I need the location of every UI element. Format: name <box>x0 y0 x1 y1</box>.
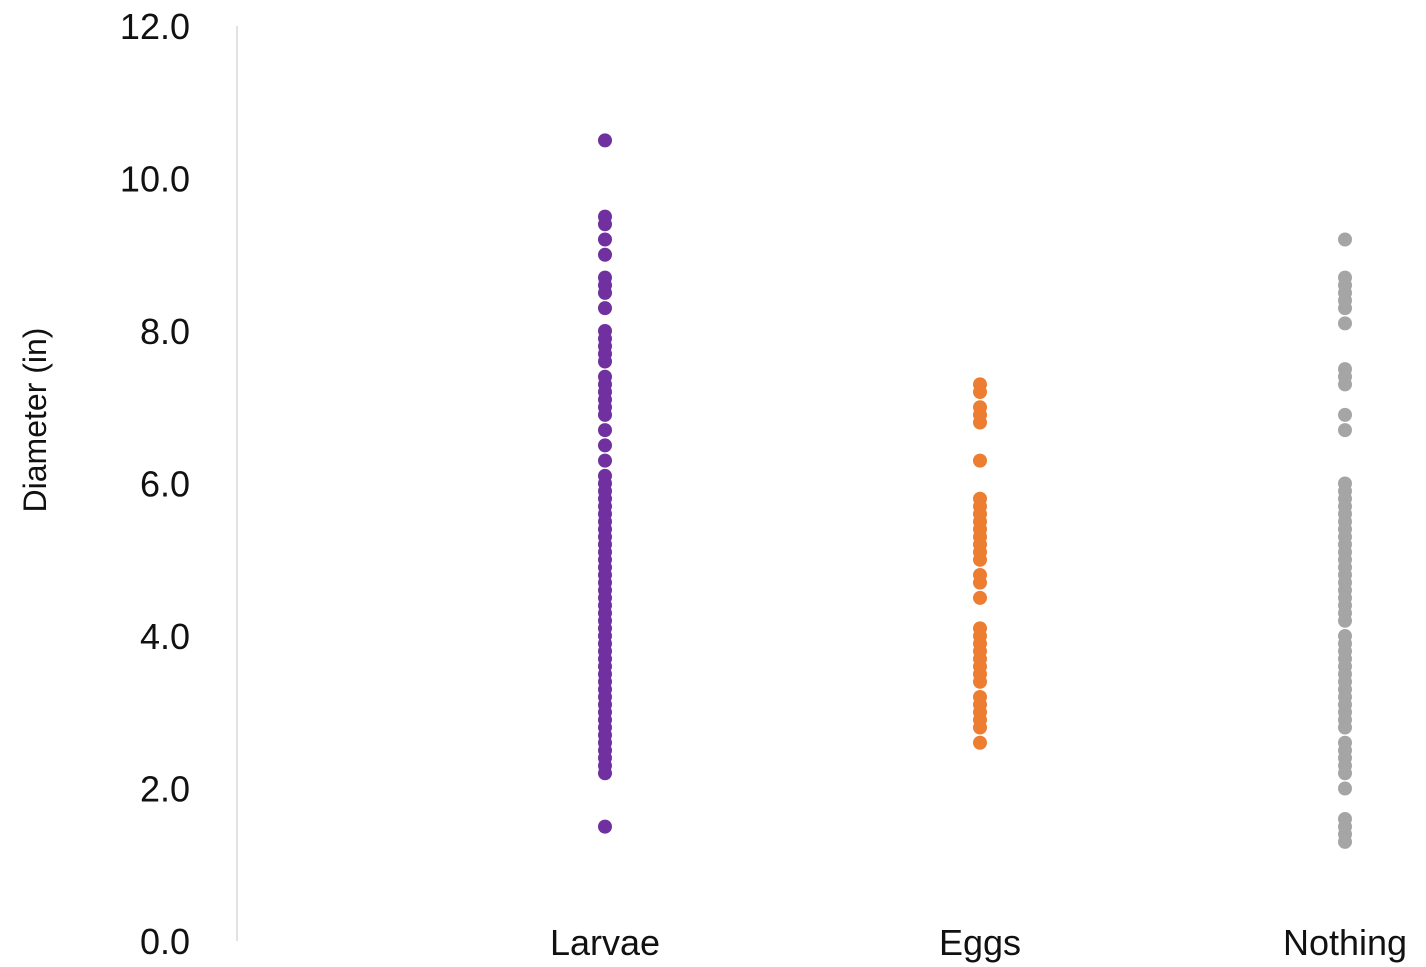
x-category-label: Eggs <box>939 922 1021 963</box>
data-point <box>973 576 987 590</box>
y-tick-label: 12.0 <box>120 6 190 47</box>
data-point <box>1338 316 1352 330</box>
data-point <box>1338 835 1352 849</box>
y-tick-label: 0.0 <box>140 921 190 962</box>
data-point <box>598 217 612 231</box>
data-point <box>1338 766 1352 780</box>
data-point <box>1338 423 1352 437</box>
y-axis-ticks: 0.0 2.0 4.0 6.0 8.0 10.0 12.0 <box>120 6 190 962</box>
x-category-label: Larvae <box>550 922 660 963</box>
y-tick-label: 4.0 <box>140 616 190 657</box>
data-point <box>598 438 612 452</box>
data-point <box>598 355 612 369</box>
data-point <box>973 721 987 735</box>
y-axis-title: Diameter (in) <box>17 328 53 513</box>
data-point <box>598 286 612 300</box>
data-point <box>598 248 612 262</box>
data-point <box>598 301 612 315</box>
x-category-label: Nothing <box>1283 922 1407 963</box>
data-point <box>598 408 612 422</box>
y-tick-label: 8.0 <box>140 311 190 352</box>
data-points <box>598 133 1352 849</box>
data-point <box>598 133 612 147</box>
data-point <box>598 454 612 468</box>
data-point <box>1338 782 1352 796</box>
data-point <box>1338 614 1352 628</box>
y-tick-label: 6.0 <box>140 464 190 505</box>
y-tick-label: 10.0 <box>120 159 190 200</box>
data-point <box>973 591 987 605</box>
y-tick-label: 2.0 <box>140 769 190 810</box>
data-point <box>1338 233 1352 247</box>
data-point <box>973 736 987 750</box>
data-point <box>598 233 612 247</box>
data-point <box>598 820 612 834</box>
data-point <box>973 416 987 430</box>
data-point <box>1338 377 1352 391</box>
data-point <box>598 766 612 780</box>
data-point <box>1338 408 1352 422</box>
data-point <box>973 454 987 468</box>
x-axis-categories: Larvae Eggs Nothing <box>550 922 1407 963</box>
data-point <box>1338 721 1352 735</box>
data-point <box>973 553 987 567</box>
data-point <box>1338 301 1352 315</box>
data-point <box>598 423 612 437</box>
data-point <box>973 675 987 689</box>
data-point <box>973 385 987 399</box>
